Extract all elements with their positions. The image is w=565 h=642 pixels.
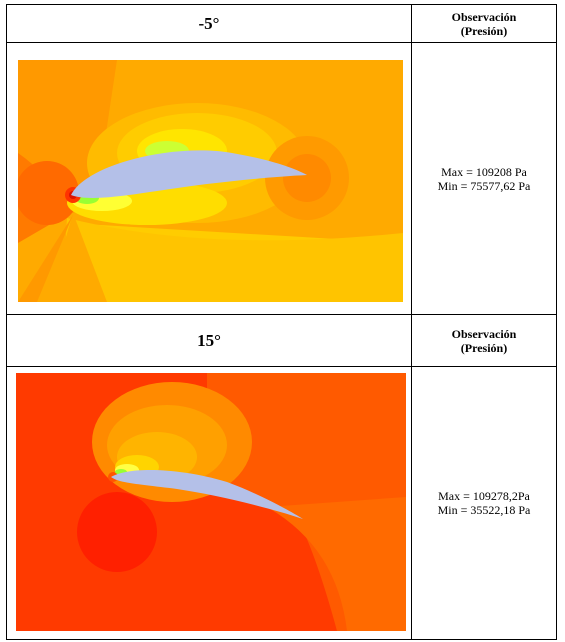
pressure-values: Max = 109278,2Pa Min = 35522,18 Pa <box>411 366 557 640</box>
max-pressure: Max = 109208 Pa <box>441 164 527 179</box>
min-pressure: Min = 75577,62 Pa <box>437 178 531 193</box>
angle-header: 15° <box>6 314 412 367</box>
pressure-contour-15 <box>16 373 406 631</box>
observation-header: Observación (Presión) <box>411 4 557 43</box>
content-row-1: Max = 109208 Pa Min = 75577,62 Pa <box>6 42 557 315</box>
observation-header: Observación (Presión) <box>411 314 557 367</box>
pressure-table: -5° Observación (Presión) <box>6 4 557 640</box>
content-row-2: Max = 109278,2Pa Min = 35522,18 Pa <box>6 366 557 640</box>
pressure-values: Max = 109208 Pa Min = 75577,62 Pa <box>411 42 557 315</box>
observation-label: Observación <box>451 326 517 341</box>
header-row-1: -5° Observación (Presión) <box>6 4 557 43</box>
pressure-contour-image <box>6 42 412 315</box>
angle-header: -5° <box>6 4 412 43</box>
pressure-label: (Presión) <box>460 340 508 355</box>
max-pressure: Max = 109278,2Pa <box>438 489 530 503</box>
pressure-contour-minus5 <box>18 60 403 302</box>
observation-label: Observación <box>451 9 517 24</box>
pressure-label: (Presión) <box>460 23 508 38</box>
header-row-2: 15° Observación (Presión) <box>6 314 557 367</box>
min-pressure: Min = 35522,18 Pa <box>437 503 531 517</box>
pressure-contour-image <box>6 366 412 640</box>
